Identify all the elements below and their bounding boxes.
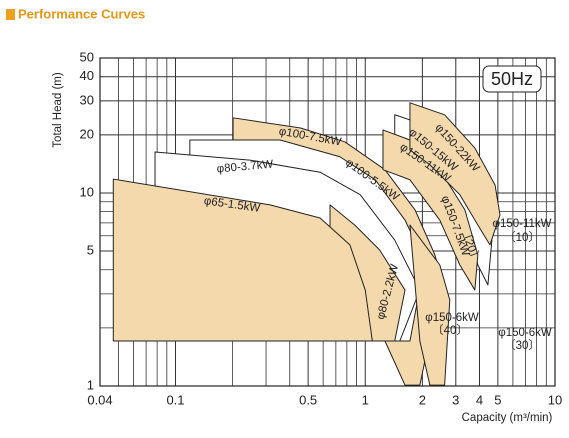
operating-range [112, 178, 373, 342]
y-tick-label: 10 [80, 184, 94, 199]
title-marker [6, 9, 15, 20]
chart-title: Performance Curves [18, 6, 145, 21]
areas [112, 102, 501, 386]
plot-frame [99, 57, 556, 387]
x-tick-label: 0.1 [166, 392, 184, 407]
y-tick-label: 50 [80, 49, 94, 64]
x-tick-label: 3 [452, 392, 459, 407]
badge-box [482, 65, 542, 93]
x-tick-label: 0.04 [87, 392, 112, 407]
y-tick-label: 1 [87, 377, 94, 392]
y-tick-label: 40 [80, 68, 94, 83]
x-tick-label: 2 [419, 392, 426, 407]
curve-label: 〔40〕 [432, 324, 468, 337]
curve-label: φ150-6kW [425, 312, 479, 324]
y-tick-label: 30 [80, 92, 94, 107]
x-axis-label: Capacity (m³/min) [462, 412, 553, 424]
curve-label: φ150-6kW [498, 327, 552, 339]
y-tick-label: 20 [80, 126, 94, 141]
x-tick-label: 0.5 [299, 392, 317, 407]
curve-label: φ150-11kW [492, 218, 551, 230]
x-tick-label: 10 [548, 392, 562, 407]
operating-range [409, 224, 451, 386]
y-tick-label: 5 [87, 242, 94, 257]
x-tick-label: 1 [362, 392, 369, 407]
operating-range [409, 102, 501, 246]
curve-label: φ80-3.7kW [216, 159, 274, 176]
curve-label: 〔10〕 [504, 231, 540, 244]
x-tick-label: 4 [476, 392, 483, 407]
y-axis-label: Total Head (m) [52, 72, 64, 148]
x-tick-label: 5 [494, 392, 501, 407]
badge: 50Hz [491, 69, 533, 89]
curve-label: 〔30〕 [504, 339, 540, 352]
